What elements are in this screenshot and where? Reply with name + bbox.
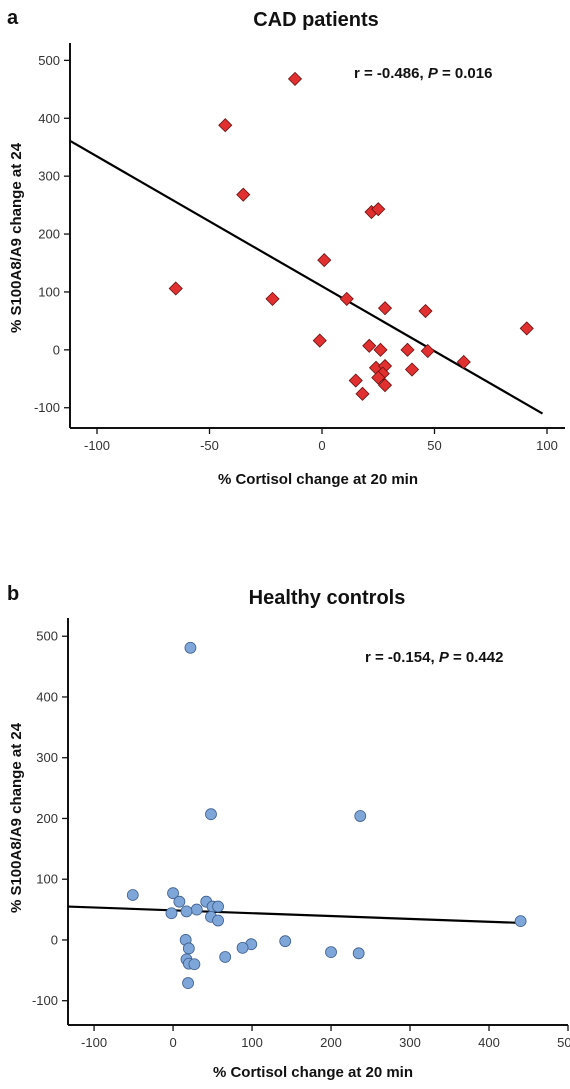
panel-a-cad-patients: a CAD patients % Cortisol change at 20 m… xyxy=(7,7,565,488)
panel-a-y-tick-label: 200 xyxy=(38,227,60,242)
panel-a-regression-line xyxy=(69,139,544,415)
panel-a-stat-r: r = -0.486, xyxy=(354,65,428,82)
panel-b-y-tick-label: 300 xyxy=(36,750,58,765)
panel-a-data-point xyxy=(377,378,393,393)
panel-b-data-point xyxy=(352,947,365,960)
panel-a-y-tick-label: -100 xyxy=(34,400,60,415)
panel-b-data-point xyxy=(182,942,195,955)
panel-b-stat: r = -0.154, P = 0.442 xyxy=(365,649,503,666)
panel-a-data-point xyxy=(400,342,415,357)
panel-a-x-tick-label: 0 xyxy=(318,438,325,453)
panel-a-title: CAD patients xyxy=(253,9,379,31)
panel-a-data-point xyxy=(317,253,332,268)
panel-a-data-point xyxy=(373,342,388,357)
panel-b-plot-area: -100 0 100 200 300 400 500 -100 0 100 200 300 400 500 xyxy=(32,618,570,1050)
panel-a-data-point xyxy=(456,354,471,370)
panel-a-data-point xyxy=(362,338,377,353)
panel-a-data-point xyxy=(265,291,280,306)
panel-b-y-tick-label: -100 xyxy=(32,993,58,1008)
panel-b-healthy-controls: b Healthy controls % Cortisol change at … xyxy=(7,583,570,1081)
panel-a-data-point xyxy=(404,362,420,377)
panel-a-x-tick-label: -50 xyxy=(200,438,219,453)
panel-a-y-tick-label: 100 xyxy=(38,284,60,299)
panel-a-xlabel: % Cortisol change at 20 min xyxy=(218,471,418,488)
panel-a-data-point xyxy=(287,71,303,86)
panel-a-letter: a xyxy=(7,7,19,29)
panel-b-data-point xyxy=(190,903,203,916)
panel-b-letter: b xyxy=(7,583,19,605)
panel-a-data-point xyxy=(420,343,435,359)
panel-a-stat-p: = 0.016 xyxy=(438,65,493,82)
panel-a-data-point xyxy=(348,373,363,388)
panel-a-data-point xyxy=(236,187,251,202)
panel-b-x-tick-label: 0 xyxy=(169,1035,176,1050)
panel-a-y-tick-label: 300 xyxy=(38,169,60,184)
panel-b-data-point xyxy=(514,915,527,928)
panel-a-data-point xyxy=(418,303,433,319)
panel-b-x-tick-label: -100 xyxy=(81,1035,107,1050)
panel-b-title: Healthy controls xyxy=(249,587,406,609)
panel-a-data-point xyxy=(519,321,534,336)
panel-b-data-point xyxy=(325,946,337,959)
panel-b-x-tick-label: 200 xyxy=(320,1035,342,1050)
panel-b-stat-p: = 0.442 xyxy=(449,649,504,666)
panel-b-stat-r: r = -0.154, xyxy=(365,649,439,666)
panel-b-data-point xyxy=(236,941,249,954)
panel-b-regression-line xyxy=(67,905,523,925)
panel-b-data-point xyxy=(184,641,197,654)
panel-b-data-point xyxy=(165,907,178,920)
panel-b-y-tick-label: 200 xyxy=(36,811,58,826)
panel-b-x-tick-label: 100 xyxy=(241,1035,263,1050)
panel-b-data-point xyxy=(167,887,179,900)
panel-a-data-point xyxy=(355,386,370,401)
panel-b-y-tick-label: 400 xyxy=(36,689,58,704)
panel-b-data-point xyxy=(354,810,367,822)
panel-b-data-point xyxy=(212,914,224,927)
panel-b-y-tick-label: 500 xyxy=(36,629,58,644)
panel-b-data-point xyxy=(182,977,194,989)
panel-a-y-tick-label: 500 xyxy=(38,53,60,68)
panel-b-xlabel: % Cortisol change at 20 min xyxy=(213,1064,413,1081)
panel-b-data-point xyxy=(205,808,217,821)
panel-b-data-point xyxy=(188,958,201,971)
panel-b-data-point xyxy=(212,900,224,913)
panel-a-data-point xyxy=(168,281,183,296)
panel-a-data-point xyxy=(371,370,386,385)
panel-b-data-point xyxy=(219,951,232,963)
panel-b-x-tick-label: 300 xyxy=(399,1035,421,1050)
panel-a-stat-p-label: P xyxy=(428,65,439,82)
panel-b-ylabel: % S100A8/A9 change at 24 xyxy=(8,722,25,913)
panel-a-data-point xyxy=(218,118,233,133)
panel-b-stat-p-label: P xyxy=(439,649,450,666)
panel-a-y-tick-label: 400 xyxy=(38,111,60,126)
panel-b-data-point xyxy=(173,895,186,908)
panel-a-data-point xyxy=(339,291,354,306)
panel-b-data-point xyxy=(180,905,193,918)
panel-a-y-tick-label: 0 xyxy=(53,342,60,357)
panel-b-x-tick-label: 500 xyxy=(557,1035,570,1050)
panel-b-y-tick-label: 0 xyxy=(51,932,58,947)
panel-a-plot-area: -100 0 100 200 300 400 500 -100 -50 0 50 100 xyxy=(34,43,565,453)
panel-a-data-point xyxy=(371,202,386,217)
panel-b-data-point xyxy=(279,935,292,948)
panel-a-x-tick-label: -100 xyxy=(84,438,110,453)
panel-a-data-point xyxy=(312,333,327,348)
panel-b-data-point xyxy=(126,889,139,901)
panel-a-data-point xyxy=(377,301,393,316)
panel-b-x-tick-label: 400 xyxy=(478,1035,500,1050)
panel-b-y-tick-label: 100 xyxy=(36,872,58,887)
panel-a-ylabel: % S100A8/A9 change at 24 xyxy=(8,142,25,333)
panel-a-x-tick-label: 100 xyxy=(536,438,558,453)
panel-a-x-tick-label: 50 xyxy=(427,438,441,453)
panel-a-stat: r = -0.486, P = 0.016 xyxy=(354,65,492,82)
